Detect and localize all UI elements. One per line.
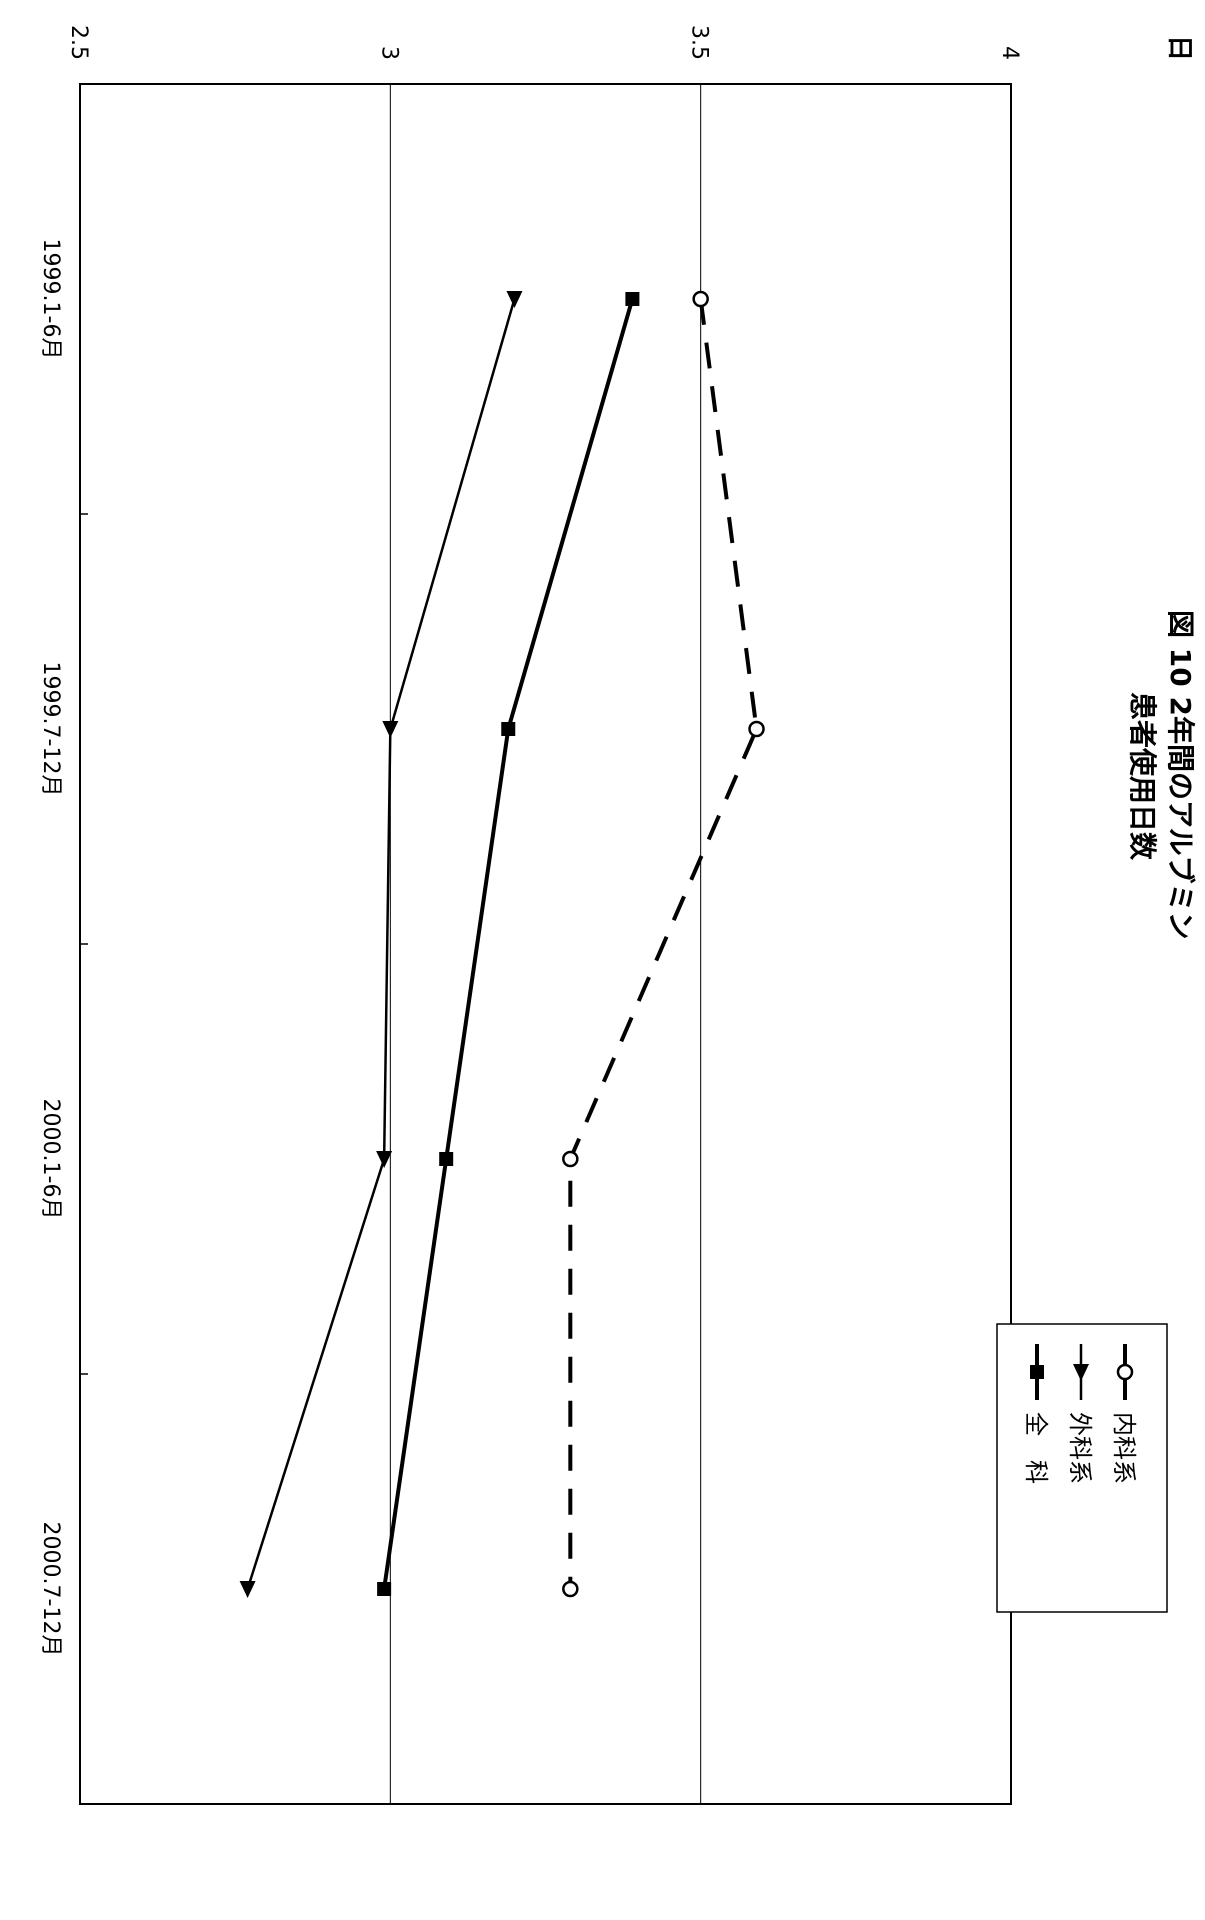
y-tick-label: 2.5 [66,25,91,60]
y-tick-label: 3.5 [687,25,712,60]
plot-area [79,83,1012,1805]
series-line [382,298,635,1590]
data-point [1073,1364,1089,1381]
x-axis-ticks: 1999.1-6月 1999.7-12月 2000.1-6月 2000.7-12月 [38,239,88,1657]
legend-item: 外科系 [1066,1344,1094,1484]
data-point [625,292,640,306]
x-tick-label: 2000.1-6月 [38,1099,63,1220]
data-point [562,1150,579,1168]
data-point [239,1581,256,1598]
legend-label: 内科系 [1110,1412,1138,1484]
series-3 [377,292,640,1596]
data-point [748,720,765,738]
legend-item: 全 科 [1022,1344,1050,1484]
chart-subtitle: 患者使用日数 [1126,692,1159,861]
y-tick-label: 4 [997,46,1022,60]
legend-label: 全 科 [1022,1412,1050,1484]
series-line [568,298,759,1589]
data-point [506,291,523,308]
data-point [501,722,516,736]
chart-title: 図 10 2年間のアルブミン [1164,610,1197,940]
y-axis-label: 日 [1164,35,1194,61]
x-tick-label: 2000.7-12月 [38,1522,63,1657]
legend-label: 外科系 [1066,1412,1094,1484]
data-point [376,1151,393,1168]
y-tick-label: 3 [376,46,401,60]
y-axis-ticks: 2.5 3 3.5 4 [66,25,1022,60]
series-line [246,298,516,1590]
data-point [439,1152,454,1166]
series-1 [562,290,765,1598]
legend-item: 内科系 [1110,1344,1138,1484]
data-point [692,290,709,308]
data-point [377,1582,392,1596]
x-tick-label: 1999.7-12月 [38,662,63,797]
gridlines [389,84,702,1804]
data-point [1030,1365,1044,1379]
x-tick-label: 1999.1-6月 [38,239,63,360]
series-2 [239,291,523,1598]
data-point [562,1580,579,1598]
series-group [239,290,765,1598]
data-point [1116,1363,1134,1381]
data-point [382,721,399,738]
